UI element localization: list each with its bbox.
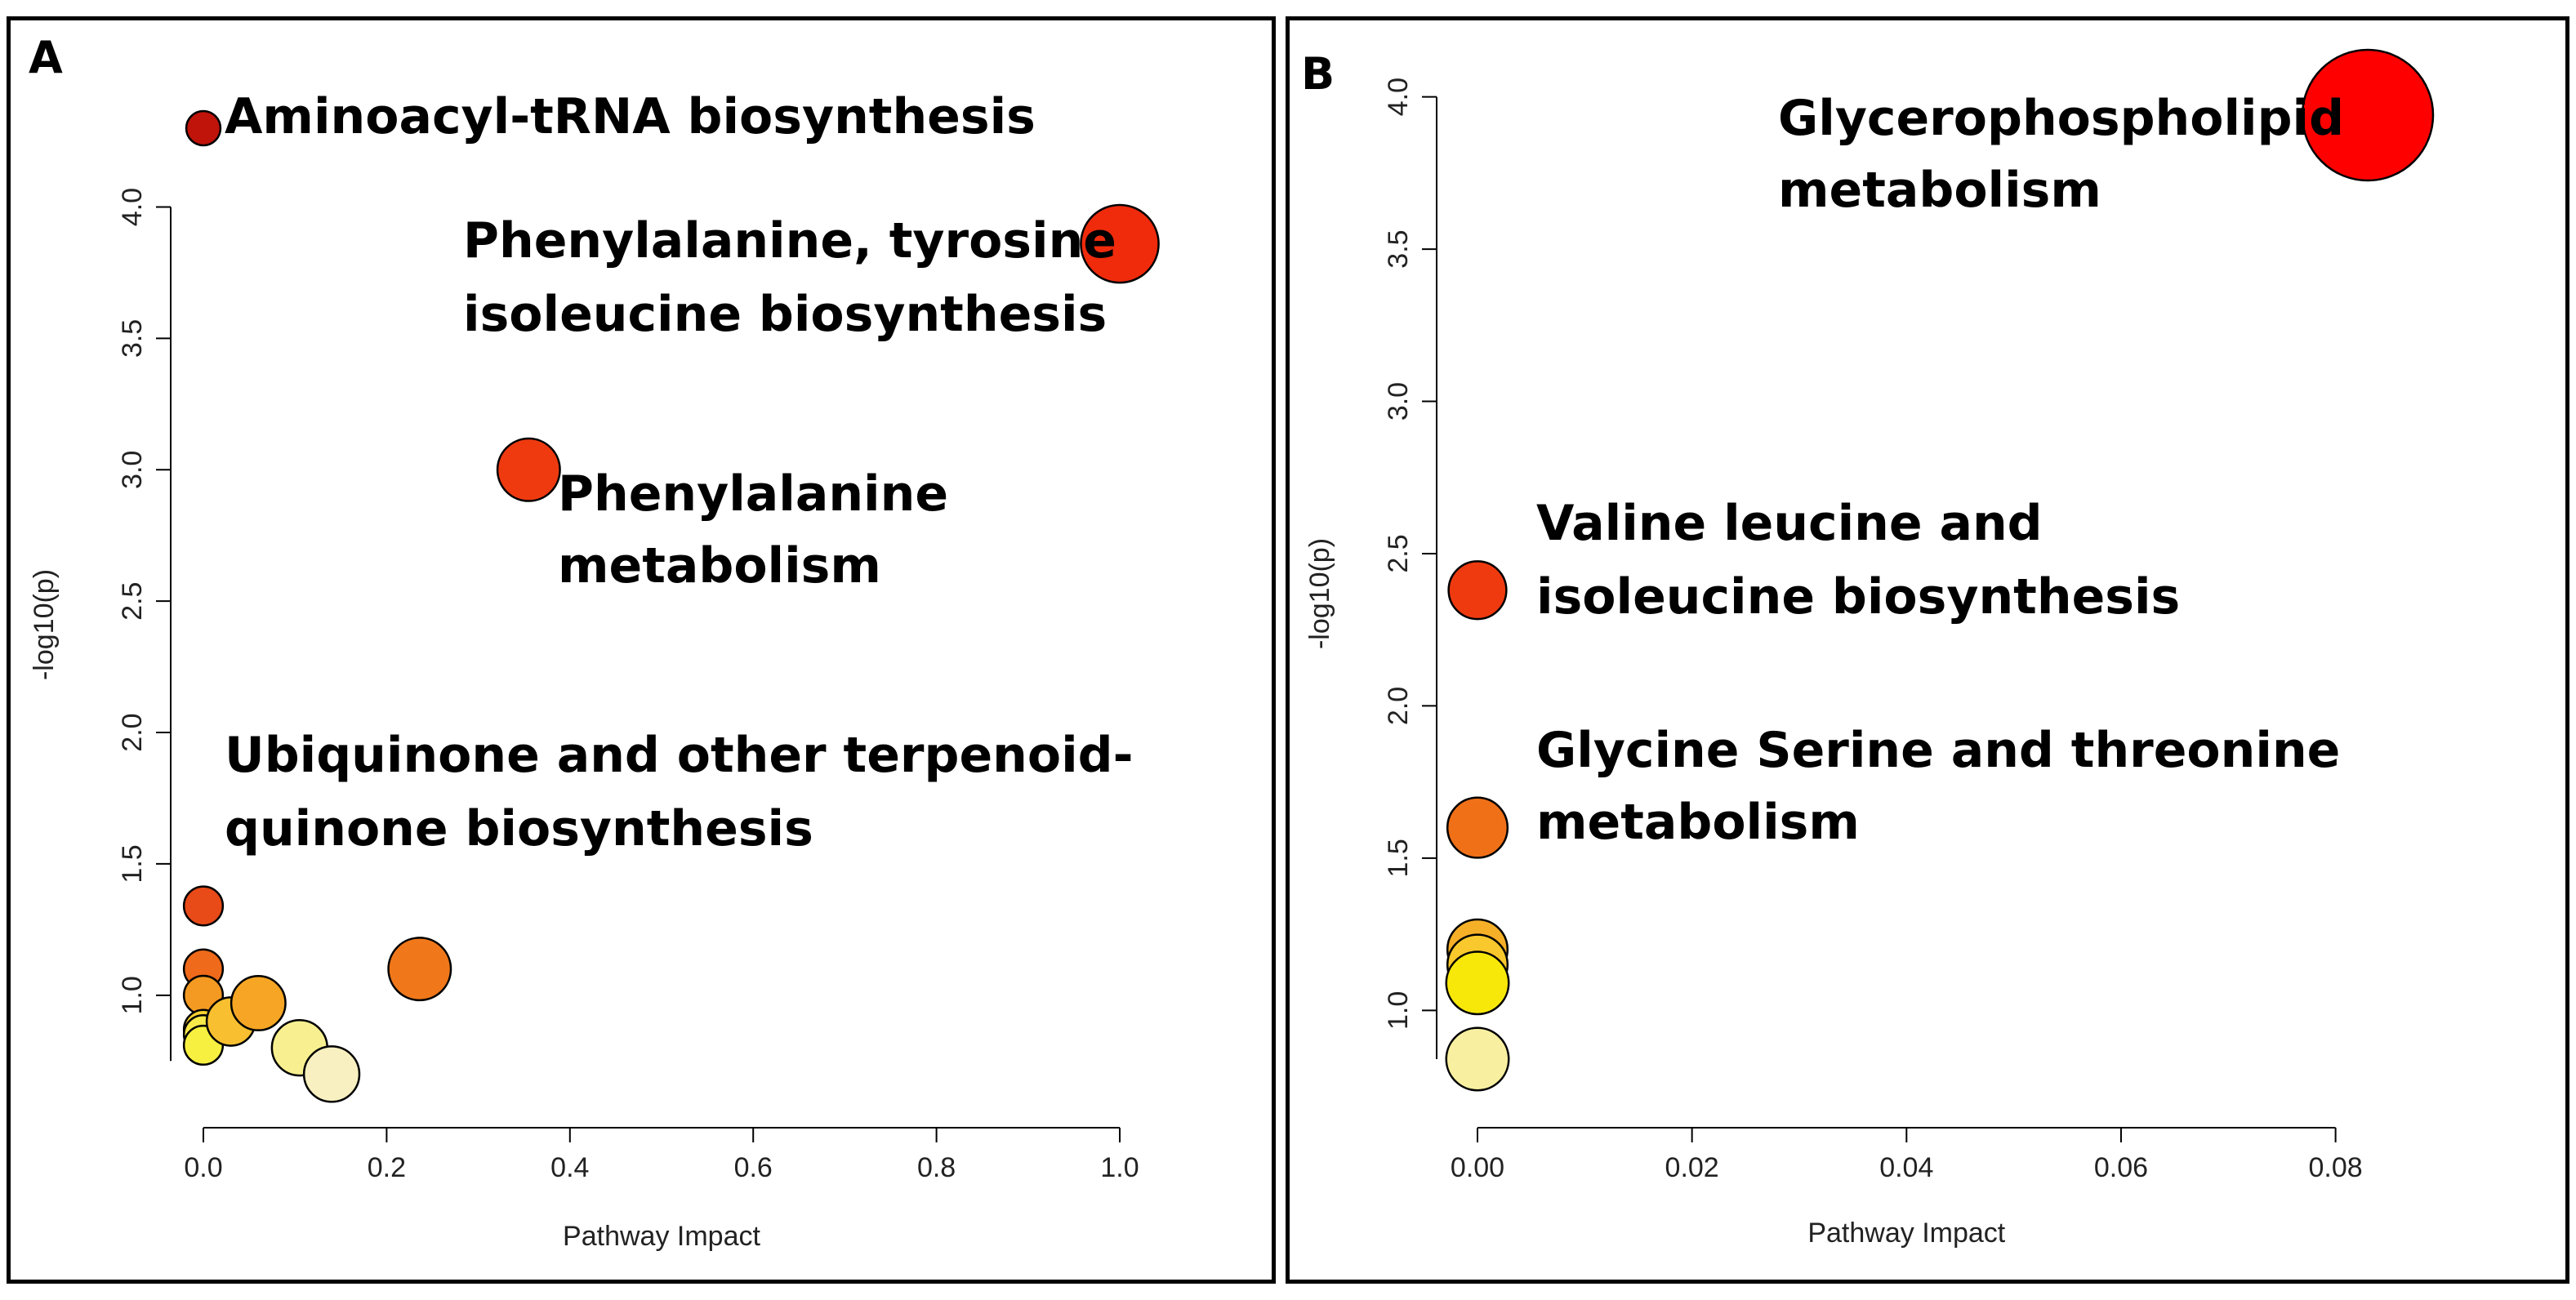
- y-tick-label: 3.5: [1383, 229, 1414, 268]
- x-tick-label: 0.2: [368, 1152, 406, 1183]
- x-tick-label: 0.02: [1665, 1152, 1719, 1183]
- x-tick-label: 0.04: [1879, 1152, 1933, 1183]
- y-tick-label: 1.0: [1383, 991, 1414, 1030]
- y-tick-label: 4.0: [1383, 78, 1414, 116]
- y-tick-label: 2.0: [1383, 687, 1414, 725]
- annotation-ubiquinone-line2: quinone biosynthesis: [225, 800, 813, 857]
- data-point: [1446, 796, 1509, 859]
- data-point: [2301, 48, 2435, 182]
- y-tick-label: 3.5: [117, 319, 148, 358]
- panel-label-a: A: [29, 32, 63, 83]
- x-axis-title: Pathway Impact: [1807, 1218, 2005, 1249]
- y-axis-title: -log10(p): [29, 569, 60, 680]
- x-tick-label: 0.06: [2094, 1152, 2148, 1183]
- x-tick-label: 1.0: [1100, 1152, 1139, 1183]
- y-tick-label: 2.5: [1383, 534, 1414, 572]
- annotation-phe-tyr-trp-line1: Phenylalanine, tyrosine: [463, 212, 1116, 269]
- x-tick-label: 0.08: [2309, 1152, 2363, 1183]
- y-tick-label: 1.5: [117, 844, 148, 883]
- x-tick-label: 0.8: [917, 1152, 956, 1183]
- chart-b: B 0.00 0.02 0.04 0.06 0.08 1.0 1.5 2.0 2.5 3.0 3.5…: [1301, 48, 2435, 1249]
- annotation-valine-line2: isoleucine biosynthesis: [1536, 568, 2180, 626]
- y-tick-label: 4.0: [117, 188, 148, 226]
- y-axis-title: -log10(p): [1304, 538, 1335, 649]
- panel-label-b: B: [1301, 48, 1335, 100]
- x-axis-title: Pathway Impact: [563, 1221, 760, 1252]
- annotation-valine-line1: Valine leucine and: [1536, 495, 2043, 552]
- data-point: [1445, 951, 1510, 1016]
- annotation-glycerophospholipid-line2: metabolism: [1778, 162, 2101, 219]
- x-tick-label: 0.4: [550, 1152, 589, 1183]
- y-tick-label: 1.0: [117, 976, 148, 1014]
- annotation-glycine-line2: metabolism: [1536, 794, 1860, 851]
- y-tick-label: 1.5: [1383, 839, 1414, 877]
- panel-a: A 0.0 0.2 0.4 0.6 0.8 1.0 1.0 1.5 2.0 2.5 3.0 3.5 4.…: [7, 16, 1276, 1284]
- annotation-aminoacyl: Aminoacyl-tRNA biosynthesis: [225, 88, 1036, 145]
- annotation-phe-tyr-trp-line2: isoleucine biosynthesis: [463, 286, 1107, 343]
- annotation-glycerophospholipid-line1: Glycerophospholipid: [1778, 90, 2344, 147]
- data-point: [1080, 203, 1160, 284]
- data-point: [182, 885, 225, 927]
- annotation-glycine-line1: Glycine Serine and threonine: [1536, 722, 2340, 779]
- data-point: [1447, 560, 1508, 621]
- data-point: [185, 109, 222, 147]
- y-tick-label: 3.0: [1383, 382, 1414, 421]
- data-point: [302, 1045, 361, 1103]
- y-tick-label: 2.5: [117, 582, 148, 621]
- panel-b: B 0.00 0.02 0.04 0.06 0.08 1.0 1.5 2.0 2.5 3.0 3.5…: [1286, 16, 2569, 1284]
- annotation-phe-metabolism-line1: Phenylalanine: [558, 465, 948, 523]
- data-point: [1445, 1026, 1510, 1092]
- y-tick-label: 2.0: [117, 713, 148, 751]
- x-tick-label: 0.0: [184, 1152, 222, 1183]
- data-point: [387, 937, 452, 1002]
- chart-a: A 0.0 0.2 0.4 0.6 0.8 1.0 1.0 1.5 2.0 2.5 3.0 3.5 4.…: [29, 32, 1160, 1252]
- x-tick-label: 0.6: [734, 1152, 773, 1183]
- y-tick-label: 3.0: [117, 451, 148, 489]
- data-point: [230, 975, 287, 1031]
- x-tick-label: 0.00: [1451, 1152, 1504, 1183]
- data-point: [496, 437, 561, 502]
- annotation-phe-metabolism-line2: metabolism: [558, 537, 881, 594]
- annotation-ubiquinone-line1: Ubiquinone and other terpenoid-: [225, 727, 1134, 784]
